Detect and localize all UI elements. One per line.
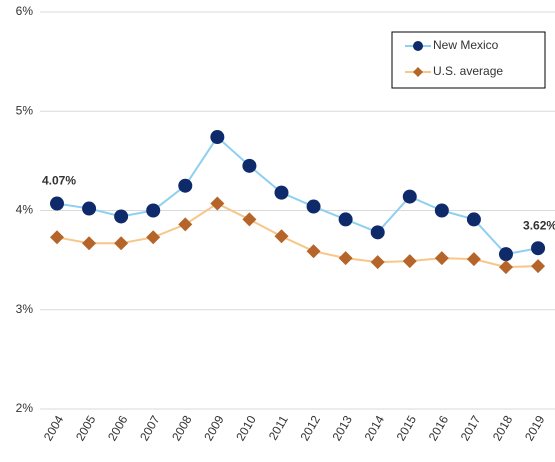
circle-marker xyxy=(274,185,289,200)
x-tick-label: 2017 xyxy=(458,413,484,443)
x-tick-label: 2013 xyxy=(329,413,355,443)
legend: New Mexico U.S. average xyxy=(391,31,546,89)
x-tick-label: 2011 xyxy=(266,413,291,443)
x-tick-label: 2019 xyxy=(522,413,548,443)
y-tick-label: 3% xyxy=(16,302,34,316)
x-tick-label: 2012 xyxy=(297,413,323,443)
legend-marker xyxy=(413,41,423,51)
circle-marker xyxy=(402,189,417,204)
x-tick-label: 2008 xyxy=(169,413,195,443)
circle-marker xyxy=(306,199,321,214)
diamond-marker xyxy=(242,212,257,227)
circle-marker xyxy=(178,178,193,193)
y-tick-label: 5% xyxy=(16,103,34,117)
x-tick-label: 2005 xyxy=(73,413,99,443)
diamond-marker xyxy=(210,196,225,211)
diamond-marker xyxy=(466,252,481,267)
diamond-marker xyxy=(306,244,321,259)
circle-marker xyxy=(466,212,481,227)
x-tick-label: 2018 xyxy=(490,413,516,443)
legend-label: U.S. average xyxy=(433,64,503,78)
series-line xyxy=(56,202,539,269)
diamond-marker xyxy=(338,251,353,266)
x-tick-label: 2010 xyxy=(233,413,259,443)
diamond-marker xyxy=(434,251,449,266)
y-tick-label: 4% xyxy=(16,203,34,217)
circle-marker xyxy=(338,212,353,227)
circle-marker xyxy=(50,196,64,211)
x-tick-label: 2004 xyxy=(41,413,67,443)
lines: 4.07% 3.62% xyxy=(42,130,555,275)
data-label: 3.62% xyxy=(523,218,555,232)
diamond-marker xyxy=(274,229,289,244)
y-tick-label: 2% xyxy=(16,401,34,415)
circle-marker xyxy=(82,201,97,216)
x-tick-label: 2016 xyxy=(426,413,452,443)
diamond-marker xyxy=(50,230,64,245)
circle-marker xyxy=(370,225,385,240)
circle-marker xyxy=(498,247,513,262)
series-line xyxy=(56,135,539,256)
diamond-marker xyxy=(114,236,129,251)
circle-marker xyxy=(210,130,225,145)
diamond-marker xyxy=(402,254,417,269)
circle-marker xyxy=(114,209,129,224)
x-tick-label: 2014 xyxy=(362,413,388,443)
x-tick-label: 2009 xyxy=(201,413,227,443)
circle-marker xyxy=(146,203,161,218)
legend-label: New Mexico xyxy=(433,38,499,52)
grid: 2% 3% 4% 5% 6% 2004 2005 2006 2007 2008 2009 2010 20… xyxy=(16,4,555,443)
legend-marker xyxy=(413,67,423,77)
diamond-marker xyxy=(370,255,385,270)
circle-marker xyxy=(531,241,546,256)
x-tick-label: 2015 xyxy=(394,413,420,443)
diamond-marker xyxy=(531,259,546,274)
circle-marker xyxy=(434,203,449,218)
diamond-marker xyxy=(146,230,161,245)
x-tick-label: 2007 xyxy=(137,413,163,443)
diamond-marker xyxy=(498,260,513,275)
circle-marker xyxy=(242,158,257,173)
data-label: 4.07% xyxy=(42,174,76,188)
x-tick-label: 2006 xyxy=(105,413,131,443)
y-tick-label: 6% xyxy=(16,4,34,18)
diamond-marker xyxy=(82,236,97,251)
diamond-marker xyxy=(178,217,193,232)
